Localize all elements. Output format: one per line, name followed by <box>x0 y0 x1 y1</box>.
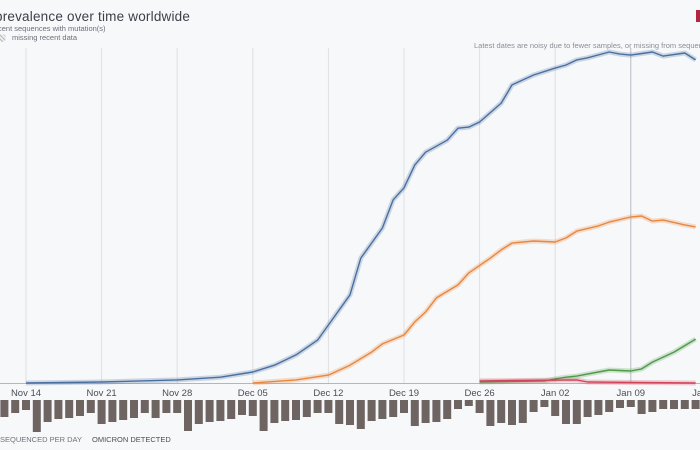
x-tick-label: Dec 19 <box>389 388 419 399</box>
sequenced-bar <box>540 400 549 407</box>
sequenced-bar <box>140 400 149 413</box>
sequenced-bar <box>443 400 452 419</box>
sequenced-bar <box>76 400 84 416</box>
sequenced-bar <box>583 400 592 417</box>
chart-title: prevalence over time worldwide <box>0 9 191 24</box>
sequenced-bar <box>130 400 138 418</box>
sequenced-bar <box>518 400 527 423</box>
sequenced-bar <box>529 400 538 412</box>
sequenced-bar <box>616 400 624 408</box>
sequenced-bar <box>378 400 387 419</box>
x-tick-label: Jan 16 <box>692 388 700 399</box>
sequenced-bar <box>173 400 182 413</box>
sequenced-bar <box>691 400 700 409</box>
sequenced-bar <box>626 400 635 407</box>
sequenced-bar <box>119 400 128 420</box>
sequenced-bar <box>194 400 203 424</box>
sequenced-bar <box>151 400 160 418</box>
sequenced-bar <box>389 400 398 417</box>
x-tick-label: Jan 02 <box>541 388 570 399</box>
sequenced-bar <box>43 400 52 422</box>
series-band <box>252 213 697 386</box>
x-tick-label: Dec 05 <box>238 388 268 399</box>
sequenced-bar <box>562 400 570 424</box>
sequenced-bar <box>65 400 74 418</box>
series-line <box>479 338 696 383</box>
x-tick-label: Nov 28 <box>162 388 192 399</box>
sequenced-bar <box>86 400 95 413</box>
sequenced-bar <box>238 400 246 415</box>
sequenced-bar <box>605 400 614 412</box>
sequenced-bar <box>205 400 214 422</box>
series-band <box>25 49 697 386</box>
series-line <box>479 379 696 384</box>
sequenced-bar <box>259 400 268 431</box>
sequenced-bar <box>367 400 376 421</box>
sequenced-bar <box>594 400 603 415</box>
sequenced-bar <box>97 400 106 424</box>
sequenced-bar <box>313 400 322 413</box>
sequenced-bar <box>281 400 290 421</box>
sequenced-bar <box>227 400 236 419</box>
legend-missing-label: missing recent data <box>12 33 78 42</box>
sequenced-bar <box>108 400 117 422</box>
sequenced-bar <box>11 400 20 413</box>
sequenced-bar <box>270 400 279 423</box>
sequenced-bar <box>162 400 171 413</box>
sequenced-bar <box>454 400 462 409</box>
sequenced-bar <box>670 400 678 409</box>
sequenced-per-day-tab[interactable]: SEQUENCED PER DAY <box>0 435 82 444</box>
x-tick-label: Dec 26 <box>465 388 495 399</box>
sequenced-bar <box>324 400 333 413</box>
x-tick-label: Jan 09 <box>617 388 646 399</box>
sequenced-bar <box>184 400 192 431</box>
sequenced-bar <box>432 400 441 422</box>
sequenced-bar <box>248 400 257 416</box>
sequenced-bar <box>356 400 365 429</box>
sequenced-bar <box>22 400 30 410</box>
legend-missing-data: missing recent data <box>0 33 77 42</box>
sequenced-bar <box>346 400 354 425</box>
sequenced-bar <box>551 400 560 416</box>
chart-subtitle: cent sequences with mutation(s) <box>0 24 106 33</box>
sequenced-bar <box>54 400 63 419</box>
hatch-icon <box>0 33 6 42</box>
x-tick-label: Nov 21 <box>87 388 117 399</box>
sequenced-bar <box>486 400 495 426</box>
sequenced-bar <box>400 400 408 413</box>
sequenced-bar <box>302 400 311 417</box>
series-line <box>25 51 696 384</box>
series-band <box>479 336 697 385</box>
series-line <box>252 215 696 384</box>
sequenced-bar <box>410 400 419 426</box>
sequenced-bar <box>572 400 581 424</box>
x-tick-label: Nov 14 <box>11 388 41 399</box>
sequenced-bar <box>464 400 473 406</box>
x-tick-label: Dec 12 <box>313 388 343 399</box>
omicron-detected-tab[interactable]: OMICRON DETECTED <box>92 435 171 444</box>
sequenced-bar <box>475 400 484 413</box>
sequenced-bar <box>680 400 689 409</box>
brand-badge[interactable] <box>696 10 700 22</box>
sequenced-bar <box>32 400 41 432</box>
sequenced-bar <box>637 400 646 414</box>
sequenced-bar <box>508 400 516 425</box>
sequenced-bar <box>216 400 225 421</box>
sequenced-bar <box>0 400 9 417</box>
sequenced-bar <box>292 400 300 420</box>
noise-note: Latest dates are noisy due to fewer samp… <box>474 41 700 50</box>
sequenced-bar <box>335 400 344 424</box>
sequenced-bar <box>648 400 657 412</box>
sequenced-bar <box>659 400 668 409</box>
sequenced-bar <box>421 400 430 423</box>
sequenced-bar <box>497 400 506 423</box>
